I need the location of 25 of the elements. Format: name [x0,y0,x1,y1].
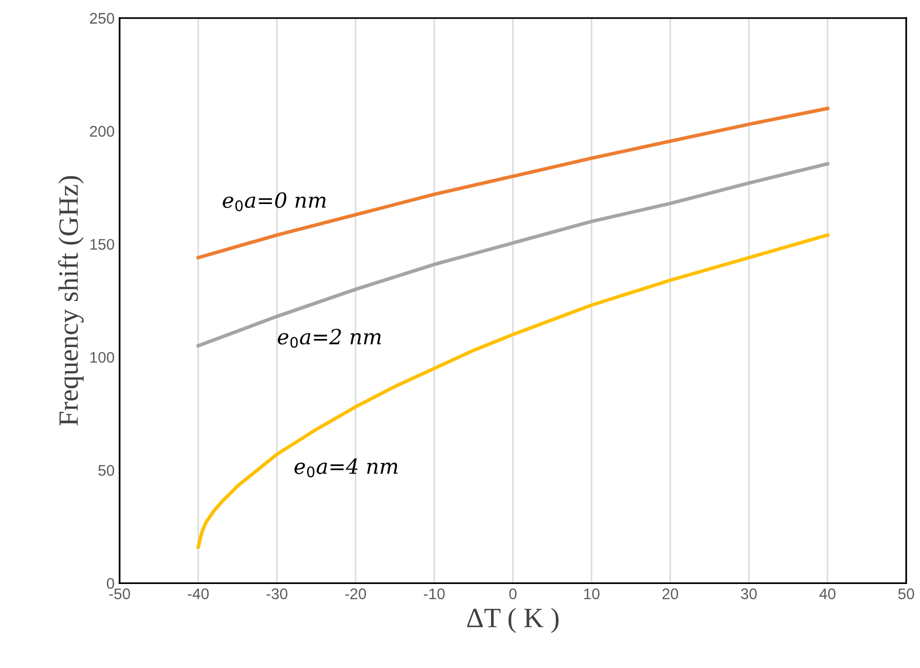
line-series [196,233,830,549]
x-tick-label: -50 [109,588,130,600]
line-series [196,162,830,348]
x-tick-label: 0 [509,588,517,600]
x-tick-label: -10 [424,588,445,600]
y-tick-label: 150 [90,238,114,250]
x-tick-label: 10 [584,588,600,600]
y-tick-label: 50 [98,465,114,476]
x-tick-label: 40 [819,588,836,600]
x-axis-title: ΔT ( K ) [467,608,559,634]
series-label: e$_{0}$a=0 nm [222,192,326,212]
x-tick-label: -30 [266,588,288,600]
y-tick-label: 250 [90,12,114,24]
line-series [196,106,830,260]
x-tick-label: -20 [345,588,366,600]
x-tick-label: 30 [740,588,757,600]
x-tick-label: 20 [662,588,678,600]
series-label: e$_{0}$a=4 nm [294,458,398,478]
x-tick-label: 50 [898,588,914,600]
y-tick-label: 100 [90,352,114,363]
y-axis-title: Frequency shift (GHz) [58,176,84,426]
x-tick-label: -40 [188,588,209,600]
series-label: e$_{0}$a=2 nm [278,328,381,348]
y-tick-label: 0 [106,578,114,589]
y-tick-label: 200 [90,126,114,137]
